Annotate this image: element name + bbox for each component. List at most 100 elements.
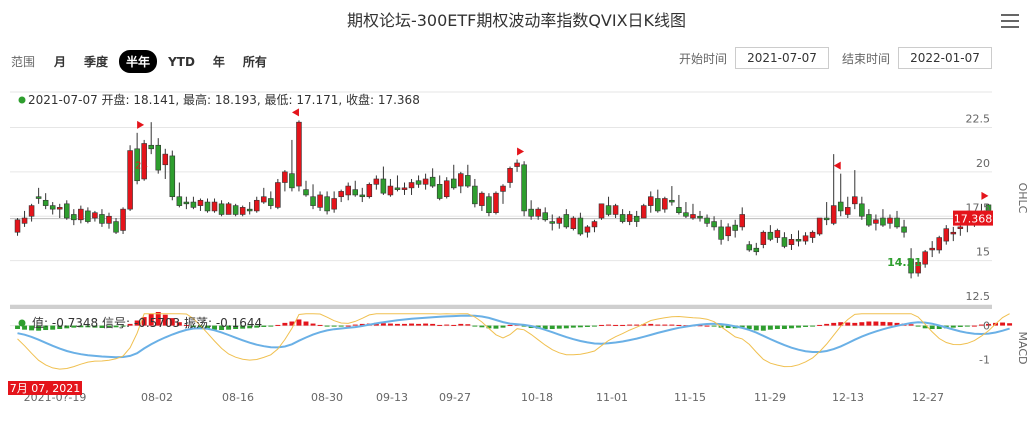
candle-body bbox=[218, 203, 225, 215]
candle-body bbox=[915, 262, 921, 274]
candle-body bbox=[809, 231, 816, 238]
macd-histogram-bar bbox=[500, 325, 506, 328]
macd-histogram-bar bbox=[563, 325, 569, 329]
macd-y-tick-label: 0 bbox=[983, 320, 990, 333]
macd-histogram-bar bbox=[760, 325, 766, 331]
x-tick-label: 11-29 bbox=[754, 391, 786, 404]
macd-histogram-bar bbox=[197, 325, 203, 329]
candle-body bbox=[42, 199, 49, 206]
macd-histogram-bar bbox=[767, 325, 773, 330]
candle-body bbox=[823, 217, 830, 221]
candle-body bbox=[56, 207, 63, 210]
range-button-all[interactable]: 所有 bbox=[242, 55, 267, 69]
macd-histogram-bar bbox=[986, 323, 991, 326]
candle-body bbox=[507, 168, 513, 183]
macd-histogram-bar bbox=[233, 325, 239, 329]
macd-histogram-bar bbox=[205, 325, 210, 329]
candle-body bbox=[239, 207, 246, 215]
macd-histogram-bar bbox=[662, 324, 668, 326]
candle-body bbox=[837, 201, 844, 212]
macd-histogram-bar bbox=[282, 322, 288, 326]
macd-histogram-bar bbox=[676, 324, 682, 326]
candle-body bbox=[655, 198, 661, 212]
candle-body bbox=[338, 191, 344, 198]
range-button-half-year[interactable]: 半年 bbox=[119, 50, 158, 73]
macd-histogram-bar bbox=[444, 324, 450, 326]
macd-histogram-bar bbox=[409, 323, 414, 326]
macd-histogram-bar bbox=[922, 325, 928, 329]
x-tick-label: 08-16 bbox=[222, 391, 254, 404]
macd-value-line bbox=[17, 313, 1010, 370]
end-date-input[interactable]: 2022-01-07 bbox=[898, 47, 993, 69]
macd-histogram-bar bbox=[887, 322, 893, 326]
macd-histogram-bar bbox=[866, 321, 872, 326]
candle-body bbox=[380, 178, 387, 194]
range-button-month[interactable]: 月 bbox=[54, 55, 67, 69]
candle-body bbox=[922, 251, 928, 265]
candle-body bbox=[605, 205, 612, 215]
macd-histogram-bar bbox=[493, 325, 499, 329]
current-price-label: 17.368 bbox=[954, 213, 993, 226]
candle-body bbox=[155, 144, 162, 171]
candle-body bbox=[408, 182, 415, 189]
macd-histogram-bar bbox=[345, 325, 351, 327]
macd-histogram-bar bbox=[852, 322, 858, 326]
candle-body bbox=[21, 217, 28, 224]
macd-histogram-bar bbox=[430, 323, 436, 326]
macd-histogram-bar bbox=[1000, 322, 1006, 326]
candle-body bbox=[134, 148, 140, 182]
current-price-badge bbox=[953, 210, 993, 226]
candle-body bbox=[690, 214, 696, 219]
candle-body bbox=[901, 226, 907, 233]
hamburger-icon[interactable] bbox=[1001, 14, 1019, 28]
macd-histogram-bar bbox=[859, 322, 865, 326]
macd-histogram-bar bbox=[331, 325, 337, 327]
candle-body bbox=[141, 143, 147, 180]
candle-body bbox=[943, 228, 950, 242]
macd-histogram-bar bbox=[634, 324, 640, 326]
macd-histogram-bar bbox=[155, 312, 161, 326]
range-button-quarter[interactable]: 季度 bbox=[84, 55, 109, 69]
macd-histogram-bar bbox=[85, 325, 91, 328]
macd-histogram-bar bbox=[789, 325, 794, 329]
candle-body bbox=[697, 215, 703, 219]
candle-body bbox=[387, 185, 394, 196]
candle-body bbox=[570, 217, 577, 229]
high-flag-marker bbox=[833, 161, 841, 170]
candle-body bbox=[275, 182, 281, 208]
candle-body bbox=[732, 224, 738, 231]
macd-y-tick-label: -1 bbox=[979, 354, 990, 367]
x-tick-label: 08-30 bbox=[311, 391, 343, 404]
macd-histogram-bar bbox=[957, 325, 963, 327]
candle-body bbox=[626, 214, 633, 222]
macd-histogram-bar bbox=[92, 325, 98, 328]
candle-body bbox=[450, 178, 457, 189]
candle-body bbox=[78, 208, 84, 221]
start-date-group: 开始时间 2021-07-07 bbox=[679, 47, 830, 69]
macd-histogram-bar bbox=[451, 324, 457, 326]
macd-histogram-bar bbox=[697, 325, 703, 327]
candle-body bbox=[669, 199, 675, 203]
candle-body bbox=[127, 150, 133, 210]
candle-body bbox=[662, 198, 668, 210]
candle-body bbox=[373, 178, 380, 185]
range-label: 范围 bbox=[11, 55, 36, 69]
candle-body bbox=[176, 196, 183, 206]
macd-histogram-bar bbox=[465, 324, 471, 326]
candle-body bbox=[289, 173, 295, 189]
macd-histogram-bar bbox=[289, 321, 295, 326]
range-button-ytd[interactable]: YTD bbox=[168, 54, 195, 69]
macd-histogram-bar bbox=[796, 325, 801, 328]
macd-histogram-bar bbox=[725, 325, 731, 328]
candle-body bbox=[190, 201, 197, 208]
start-date-input[interactable]: 2021-07-07 bbox=[735, 47, 830, 69]
macd-histogram-bar bbox=[190, 325, 196, 327]
range-button-year[interactable]: 年 bbox=[212, 55, 225, 69]
candle-body bbox=[324, 196, 330, 212]
macd-histogram-bar bbox=[394, 323, 400, 326]
macd-histogram-bar bbox=[824, 323, 830, 326]
candle-body bbox=[458, 173, 464, 187]
candle-body bbox=[746, 244, 753, 251]
macd-tooltip-dot bbox=[18, 319, 26, 327]
candle-body bbox=[331, 198, 337, 210]
